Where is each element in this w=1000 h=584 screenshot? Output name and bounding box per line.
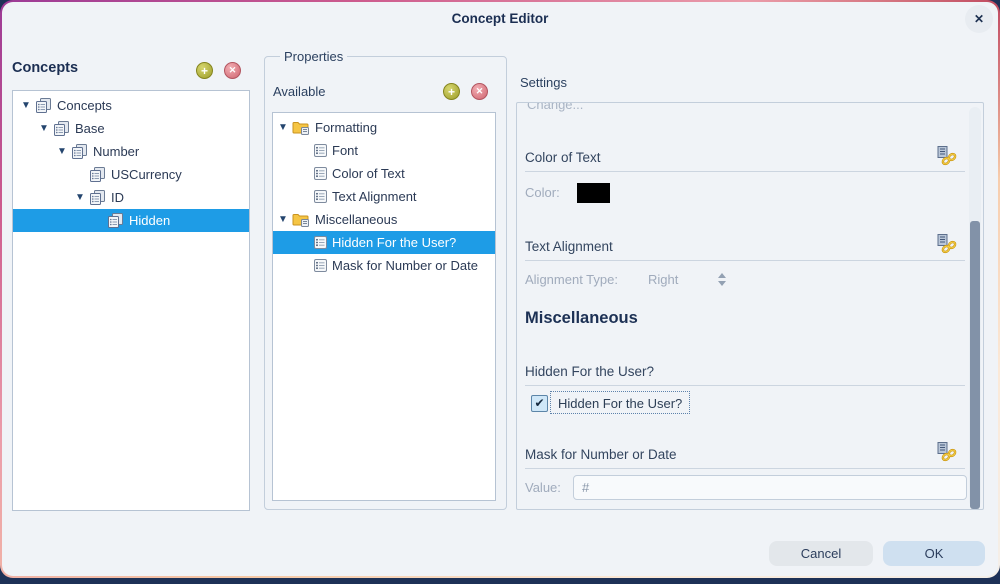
concept-icon xyxy=(53,120,70,137)
concept-editor-dialog: Concept Editor ✕ Concepts + ✕ ▼ Concepts… xyxy=(2,2,998,576)
tree-item-label: Mask for Number or Date xyxy=(332,258,478,273)
tree-item-label: Formatting xyxy=(315,120,378,135)
link-concept-button[interactable] xyxy=(937,442,959,462)
property-icon xyxy=(314,167,327,180)
tree-item-id[interactable]: ▼ ID xyxy=(13,186,249,209)
expand-triangle-icon[interactable]: ▼ xyxy=(21,100,31,111)
expand-triangle-icon[interactable]: ▼ xyxy=(39,123,49,134)
tree-item-label: Font xyxy=(332,143,359,158)
settings-scrollbar[interactable] xyxy=(969,107,981,509)
plus-icon: + xyxy=(200,64,208,78)
available-label: Available xyxy=(273,84,326,99)
link-concept-button[interactable] xyxy=(937,234,959,254)
mask-value-input[interactable] xyxy=(573,475,967,500)
tree-item-uscurrency[interactable]: USCurrency xyxy=(13,163,249,186)
alignment-type-label: Alignment Type: xyxy=(525,272,618,287)
alignment-type-value[interactable]: Right xyxy=(648,272,679,287)
delete-property-button[interactable]: ✕ xyxy=(471,83,488,100)
link-icon xyxy=(937,442,957,462)
plus-icon: + xyxy=(447,85,455,99)
alignment-spinner[interactable] xyxy=(718,273,726,286)
expand-triangle-icon[interactable]: ▼ xyxy=(57,146,67,157)
link-concept-button[interactable] xyxy=(937,146,959,166)
tree-item-concepts[interactable]: ▼ Concepts xyxy=(13,94,249,117)
cancel-button[interactable]: Cancel xyxy=(769,541,873,566)
properties-group: Properties xyxy=(264,49,507,510)
tree-item-miscellaneous[interactable]: ▼ Miscellaneous xyxy=(273,208,495,231)
color-swatch[interactable] xyxy=(577,183,610,203)
properties-tree: ▼ Formatting Font Color of Text Text Ali… xyxy=(272,112,496,501)
concepts-panel-title: Concepts xyxy=(12,60,79,76)
expand-triangle-icon[interactable]: ▼ xyxy=(278,214,288,225)
expand-triangle-icon[interactable]: ▼ xyxy=(278,122,288,133)
property-icon xyxy=(314,144,327,157)
tree-item-label: ID xyxy=(111,190,124,205)
link-icon xyxy=(937,234,957,254)
concept-icon xyxy=(71,143,88,160)
settings-label: Settings xyxy=(520,75,567,90)
hidden-checkbox[interactable]: ✔ xyxy=(531,395,548,412)
tree-item-label: Miscellaneous xyxy=(315,212,398,227)
section-header-color-of-text: Color of Text xyxy=(525,150,965,172)
mask-value-label: Value: xyxy=(525,480,561,495)
delete-concept-button[interactable]: ✕ xyxy=(224,62,241,79)
folder-icon xyxy=(292,120,310,135)
checkmark-icon: ✔ xyxy=(534,396,545,410)
add-property-button[interactable]: + xyxy=(443,83,460,100)
spinner-up-icon xyxy=(718,273,726,278)
tree-item-formatting[interactable]: ▼ Formatting xyxy=(273,116,495,139)
settings-panel: Change... Color of Text Color: Text Alig… xyxy=(516,102,984,510)
dialog-title: Concept Editor xyxy=(451,11,549,26)
ok-button[interactable]: OK xyxy=(883,541,985,566)
tree-item-number[interactable]: ▼ Number xyxy=(13,140,249,163)
property-icon xyxy=(314,190,327,203)
section-header-text-alignment: Text Alignment xyxy=(525,239,965,261)
link-icon xyxy=(937,146,957,166)
tree-item-label: Hidden xyxy=(129,213,171,228)
property-icon xyxy=(314,259,327,272)
concept-icon xyxy=(89,189,106,206)
property-icon xyxy=(314,236,327,249)
tree-item-color-of-text[interactable]: Color of Text xyxy=(273,162,495,185)
expand-triangle-icon[interactable]: ▼ xyxy=(75,192,85,203)
concept-icon xyxy=(89,166,106,183)
close-icon: ✕ xyxy=(973,12,985,26)
close-button[interactable]: ✕ xyxy=(965,5,993,33)
color-label: Color: xyxy=(525,185,560,200)
x-icon: ✕ xyxy=(475,86,484,96)
concepts-tree: ▼ Concepts ▼ Base ▼ Number USCurrency ▼ … xyxy=(12,90,250,511)
folder-icon xyxy=(292,212,310,227)
spinner-down-icon xyxy=(718,281,726,286)
concept-icon xyxy=(35,97,52,114)
tree-item-mask-number-date[interactable]: Mask for Number or Date xyxy=(273,254,495,277)
tree-item-label: Concepts xyxy=(57,98,112,113)
tree-item-label: Hidden For the User? xyxy=(332,235,457,250)
tree-item-label: USCurrency xyxy=(111,167,182,182)
x-icon: ✕ xyxy=(228,65,237,75)
tree-item-label: Base xyxy=(75,121,105,136)
properties-legend: Properties xyxy=(284,49,344,64)
miscellaneous-heading: Miscellaneous xyxy=(525,309,638,327)
add-concept-button[interactable]: + xyxy=(196,62,213,79)
hidden-checkbox-label[interactable]: Hidden For the User? xyxy=(550,391,691,414)
tree-item-label: Text Alignment xyxy=(332,189,417,204)
section-header-mask: Mask for Number or Date xyxy=(525,447,965,469)
change-button[interactable]: Change... xyxy=(527,102,584,112)
tree-item-hidden[interactable]: Hidden xyxy=(13,209,249,232)
tree-item-hidden-for-user[interactable]: Hidden For the User? xyxy=(273,231,495,254)
tree-item-text-alignment[interactable]: Text Alignment xyxy=(273,185,495,208)
tree-item-font[interactable]: Font xyxy=(273,139,495,162)
tree-item-label: Color of Text xyxy=(332,166,405,181)
scrollbar-thumb[interactable] xyxy=(970,221,980,509)
section-header-hidden-for-user: Hidden For the User? xyxy=(525,364,965,386)
tree-item-label: Number xyxy=(93,144,140,159)
tree-item-base[interactable]: ▼ Base xyxy=(13,117,249,140)
concept-icon xyxy=(107,212,124,229)
